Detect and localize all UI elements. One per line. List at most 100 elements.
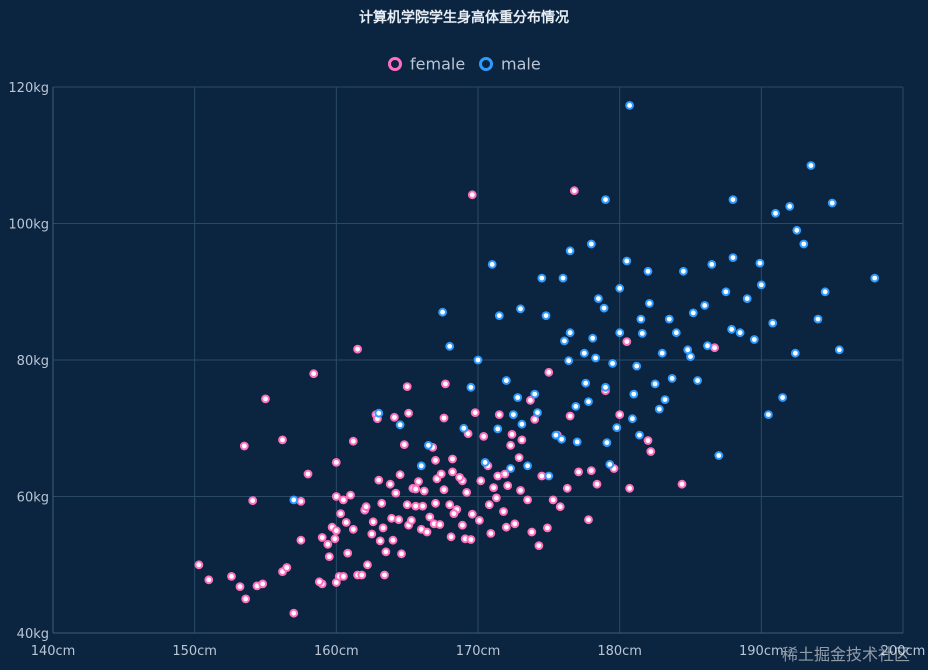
female-data-point[interactable]: [445, 500, 455, 510]
male-data-point[interactable]: [551, 430, 561, 440]
male-data-point[interactable]: [728, 195, 738, 205]
male-data-point[interactable]: [506, 464, 516, 473]
male-data-point[interactable]: [571, 402, 581, 411]
female-data-point[interactable]: [506, 440, 516, 450]
female-data-point[interactable]: [503, 481, 513, 491]
female-data-point[interactable]: [625, 483, 634, 493]
male-data-point[interactable]: [560, 336, 569, 346]
female-data-point[interactable]: [353, 344, 363, 354]
female-data-point[interactable]: [323, 539, 333, 549]
male-data-point[interactable]: [416, 461, 426, 471]
female-data-point[interactable]: [493, 471, 503, 481]
female-data-point[interactable]: [584, 515, 593, 525]
male-data-point[interactable]: [664, 314, 674, 324]
male-data-point[interactable]: [799, 239, 809, 249]
female-data-point[interactable]: [527, 527, 537, 537]
male-data-point[interactable]: [594, 294, 603, 304]
male-data-point[interactable]: [703, 341, 712, 351]
female-data-point[interactable]: [586, 466, 596, 476]
female-data-point[interactable]: [574, 467, 583, 477]
female-data-point[interactable]: [303, 469, 313, 479]
female-data-point[interactable]: [278, 435, 287, 445]
female-data-point[interactable]: [517, 435, 527, 445]
female-data-point[interactable]: [387, 513, 397, 523]
male-data-point[interactable]: [728, 253, 738, 263]
male-data-point[interactable]: [813, 314, 823, 324]
female-data-point[interactable]: [569, 186, 579, 196]
female-data-point[interactable]: [565, 411, 575, 421]
female-data-point[interactable]: [548, 495, 558, 505]
male-data-point[interactable]: [707, 260, 717, 269]
male-data-point[interactable]: [523, 461, 532, 471]
female-data-point[interactable]: [348, 524, 358, 534]
female-data-point[interactable]: [431, 455, 440, 465]
female-data-point[interactable]: [492, 493, 501, 503]
male-data-point[interactable]: [615, 283, 625, 293]
male-data-point[interactable]: [660, 395, 670, 405]
male-data-point[interactable]: [735, 328, 745, 338]
female-data-point[interactable]: [407, 516, 416, 525]
female-data-point[interactable]: [534, 541, 544, 550]
male-data-point[interactable]: [679, 266, 688, 276]
male-data-point[interactable]: [438, 307, 448, 317]
female-data-point[interactable]: [458, 520, 467, 530]
female-data-point[interactable]: [467, 190, 477, 200]
male-data-point[interactable]: [541, 311, 551, 321]
female-data-point[interactable]: [296, 535, 306, 545]
female-data-point[interactable]: [475, 516, 484, 525]
female-data-point[interactable]: [439, 485, 449, 495]
female-data-point[interactable]: [331, 526, 341, 535]
female-data-point[interactable]: [646, 447, 656, 456]
male-data-point[interactable]: [693, 376, 702, 385]
female-data-point[interactable]: [361, 502, 371, 512]
female-data-point[interactable]: [501, 522, 511, 532]
female-data-point[interactable]: [677, 479, 687, 489]
male-data-point[interactable]: [493, 424, 503, 434]
male-data-point[interactable]: [654, 404, 664, 414]
female-data-point[interactable]: [336, 509, 346, 518]
male-data-point[interactable]: [742, 294, 752, 304]
male-data-point[interactable]: [768, 318, 778, 328]
male-data-point[interactable]: [564, 356, 574, 366]
male-data-point[interactable]: [632, 361, 642, 371]
female-data-point[interactable]: [367, 529, 377, 539]
female-data-point[interactable]: [537, 471, 547, 481]
male-data-point[interactable]: [588, 333, 598, 343]
male-data-point[interactable]: [834, 345, 844, 355]
male-data-point[interactable]: [509, 410, 518, 420]
male-data-point[interactable]: [671, 328, 681, 338]
female-data-point[interactable]: [422, 527, 432, 537]
female-data-point[interactable]: [330, 534, 340, 544]
female-data-point[interactable]: [446, 532, 456, 542]
female-data-point[interactable]: [523, 495, 532, 505]
female-data-point[interactable]: [499, 507, 508, 516]
male-data-point[interactable]: [764, 410, 773, 420]
male-data-point[interactable]: [727, 324, 736, 334]
male-data-point[interactable]: [636, 314, 646, 324]
female-data-point[interactable]: [544, 367, 554, 377]
male-data-point[interactable]: [637, 329, 647, 338]
female-data-point[interactable]: [404, 408, 414, 418]
male-data-point[interactable]: [827, 198, 837, 208]
female-data-point[interactable]: [448, 454, 457, 464]
female-data-point[interactable]: [380, 570, 389, 580]
male-data-point[interactable]: [445, 341, 455, 351]
female-data-point[interactable]: [592, 479, 602, 489]
female-data-point[interactable]: [296, 496, 306, 506]
male-data-point[interactable]: [683, 345, 693, 355]
male-data-point[interactable]: [629, 389, 639, 399]
female-data-point[interactable]: [402, 500, 412, 510]
legend-item-female[interactable]: female: [388, 55, 466, 74]
male-data-point[interactable]: [591, 353, 600, 363]
male-data-point[interactable]: [572, 437, 582, 447]
female-data-point[interactable]: [317, 533, 327, 542]
female-data-point[interactable]: [282, 563, 292, 572]
female-data-point[interactable]: [486, 529, 496, 538]
female-data-point[interactable]: [239, 441, 249, 451]
male-data-point[interactable]: [544, 471, 554, 481]
male-data-point[interactable]: [513, 393, 523, 402]
male-data-point[interactable]: [466, 382, 476, 392]
female-data-point[interactable]: [241, 594, 251, 604]
female-data-point[interactable]: [514, 453, 524, 463]
male-data-point[interactable]: [657, 348, 667, 358]
